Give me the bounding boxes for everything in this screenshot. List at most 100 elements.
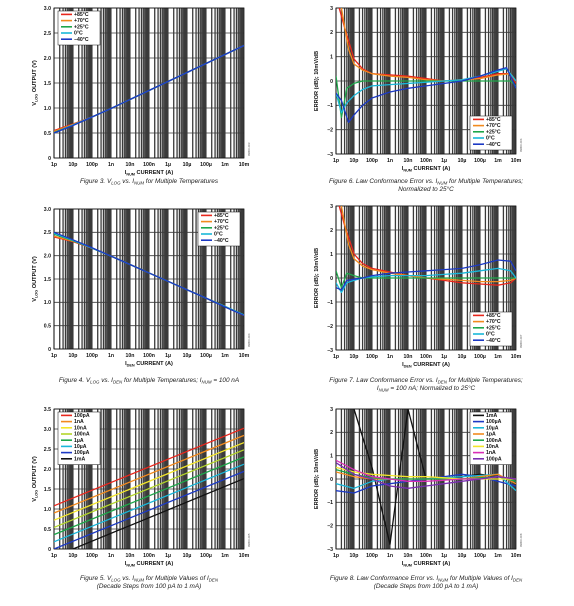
x-tick-label: 1m [221,162,229,168]
x-axis-label: INUM CURRENT (A) [402,166,451,173]
caption-run: for Multiple Values of I [448,575,513,582]
legend-label: 10µA [486,425,499,431]
caption-run: NUM [134,577,144,582]
figure-caption: Figure 6. Law Conformance Error vs. INUM… [329,178,523,193]
x-tick-label: 1p [333,354,339,360]
x-axis-label-sub: NUM [126,564,135,568]
caption-run: (Decade Steps from 100 pA to 1 mA) [97,583,202,590]
legend-label: 100pA [486,456,502,462]
caption-run: = 100 nA; Normalized to 25°C [389,384,476,392]
y-tick-label: −3 [327,348,333,354]
x-axis-label-rest: CURRENT (A) [135,561,173,567]
x-axis-label-rest: CURRENT (A) [135,361,173,367]
x-tick-label: 100n [420,158,432,164]
x-tick-label: 1n [387,553,393,559]
y-axis-label-main: ERROR (dB); 10mV/dB [314,449,320,509]
x-tick-label: 100µ [200,162,212,168]
legend: +85°C+70°C+25°C0°C−40°C [469,115,513,151]
legend-label: 10µA [74,444,87,450]
caption-run: for Multiple Values of I [144,575,209,582]
caption-line: (Decade Steps from 100 pA to 1 mA) [97,583,202,590]
x-axis-label: INUM CURRENT (A) [125,170,174,177]
x-tick-label: 1p [51,162,57,168]
series-group [336,8,516,124]
x-tick-label: 10n [404,553,413,559]
caption-run: NUM [437,180,447,185]
figure-code: 09800-008 [519,533,523,547]
y-tick-label: 3.0 [44,6,51,12]
x-tick-label: 1n [108,553,114,559]
x-tick-label: 10µ [183,353,192,359]
series-line [54,441,244,521]
caption-run: LOG [111,180,121,185]
caption-run: DEN [113,379,123,384]
y-tick-label: 0.5 [44,527,51,533]
x-axis-label-rest: CURRENT (A) [412,362,450,368]
series-line [336,270,516,289]
x-axis-label: INUM CURRENT (A) [402,561,451,568]
caption-line: Figure 5. VLOG vs. INUM for Multiple Val… [80,575,219,582]
figure-code: 09800-003 [247,142,251,156]
series-line [338,8,516,84]
legend: +85°C+70°C+25°C0°C−40°C [197,211,241,247]
legend-label: 100µA [74,450,90,456]
x-axis-label-sub: NUM [403,564,412,568]
y-tick-label: 3 [330,6,333,12]
x-tick-label: 1n [108,353,114,359]
x-tick-label: 1p [51,353,57,359]
x-tick-label: 10µ [458,158,467,164]
caption-run: Figure 5. V [80,575,112,582]
x-tick-label: 10p [350,158,359,164]
series-group [54,427,244,549]
legend-label: +70°C [486,123,501,129]
caption-run: LOG [111,577,121,582]
caption-line: Figure 8. Law Conformance Error vs. INUM… [330,575,523,582]
x-tick-label: 1m [494,553,502,559]
y-tick-label: 0 [330,477,333,483]
y-tick-label: 1.5 [44,277,51,283]
figure-caption: Figure 5. VLOG vs. INUM for Multiple Val… [80,575,219,590]
x-tick-label: 1m [494,354,502,360]
y-tick-label: −3 [327,152,333,158]
y-axis-label-main: V [32,498,38,502]
x-tick-label: 10p [69,553,78,559]
caption-run: = 100 nA [212,377,240,384]
caption-line: Figure 4. VLOG vs. IDEN for Multiple Tem… [59,377,239,384]
caption-line: INUM = 100 nA; Normalized to 25°C [377,384,476,392]
caption-run: LOG [90,379,100,384]
x-tick-label: 100n [143,353,155,359]
x-tick-label: 10m [511,553,522,559]
x-tick-label: 100µ [200,553,212,559]
series-line [54,44,244,134]
legend-label: 1pA [486,432,496,438]
chart-panel-4: −3 −2 −1 0 1 2 3 1p 10p 100p 1n 10n 100n 1µ 10µ 100µ 1m 1… [314,204,523,393]
y-tick-label: 0 [330,79,333,85]
x-axis-label-sub: DEN [127,364,135,368]
x-tick-label: 1µ [441,553,447,559]
caption-run: for Multiple Temperatures; [447,178,523,185]
x-tick-label: 10m [239,553,250,559]
x-tick-label: 1p [51,553,57,559]
y-tick-label: 3 [330,407,333,413]
series-line [336,66,516,124]
y-tick-label: 2 [330,228,333,234]
caption-run: NUM [202,379,212,384]
y-tick-label: 2 [330,30,333,36]
y-tick-label: 2.5 [44,31,51,37]
series-line [54,434,244,514]
legend-label: +25°C [214,225,229,231]
y-axis-label-main: ERROR (dB); 10mV/dB [314,248,320,308]
y-axis-label: VLOG OUTPUT (V) [32,456,39,502]
caption-run: for Multiple Temperatures; I [122,377,202,384]
y-tick-label: 3.0 [44,207,51,213]
y-tick-label: 0 [48,156,51,162]
legend-label: −40°C [214,238,229,244]
x-tick-label: 100p [366,158,378,164]
chart-panel-6: −3 −2 −1 0 1 2 3 1p 10p 100p 1n 10n 100n 1µ 10µ 100µ 1m 1… [314,407,523,590]
caption-run: Figure 3. V [80,178,112,185]
caption-run: DEN [438,379,448,384]
series-line [336,68,516,114]
x-tick-label: 1m [494,158,502,164]
x-tick-label: 1m [221,353,229,359]
